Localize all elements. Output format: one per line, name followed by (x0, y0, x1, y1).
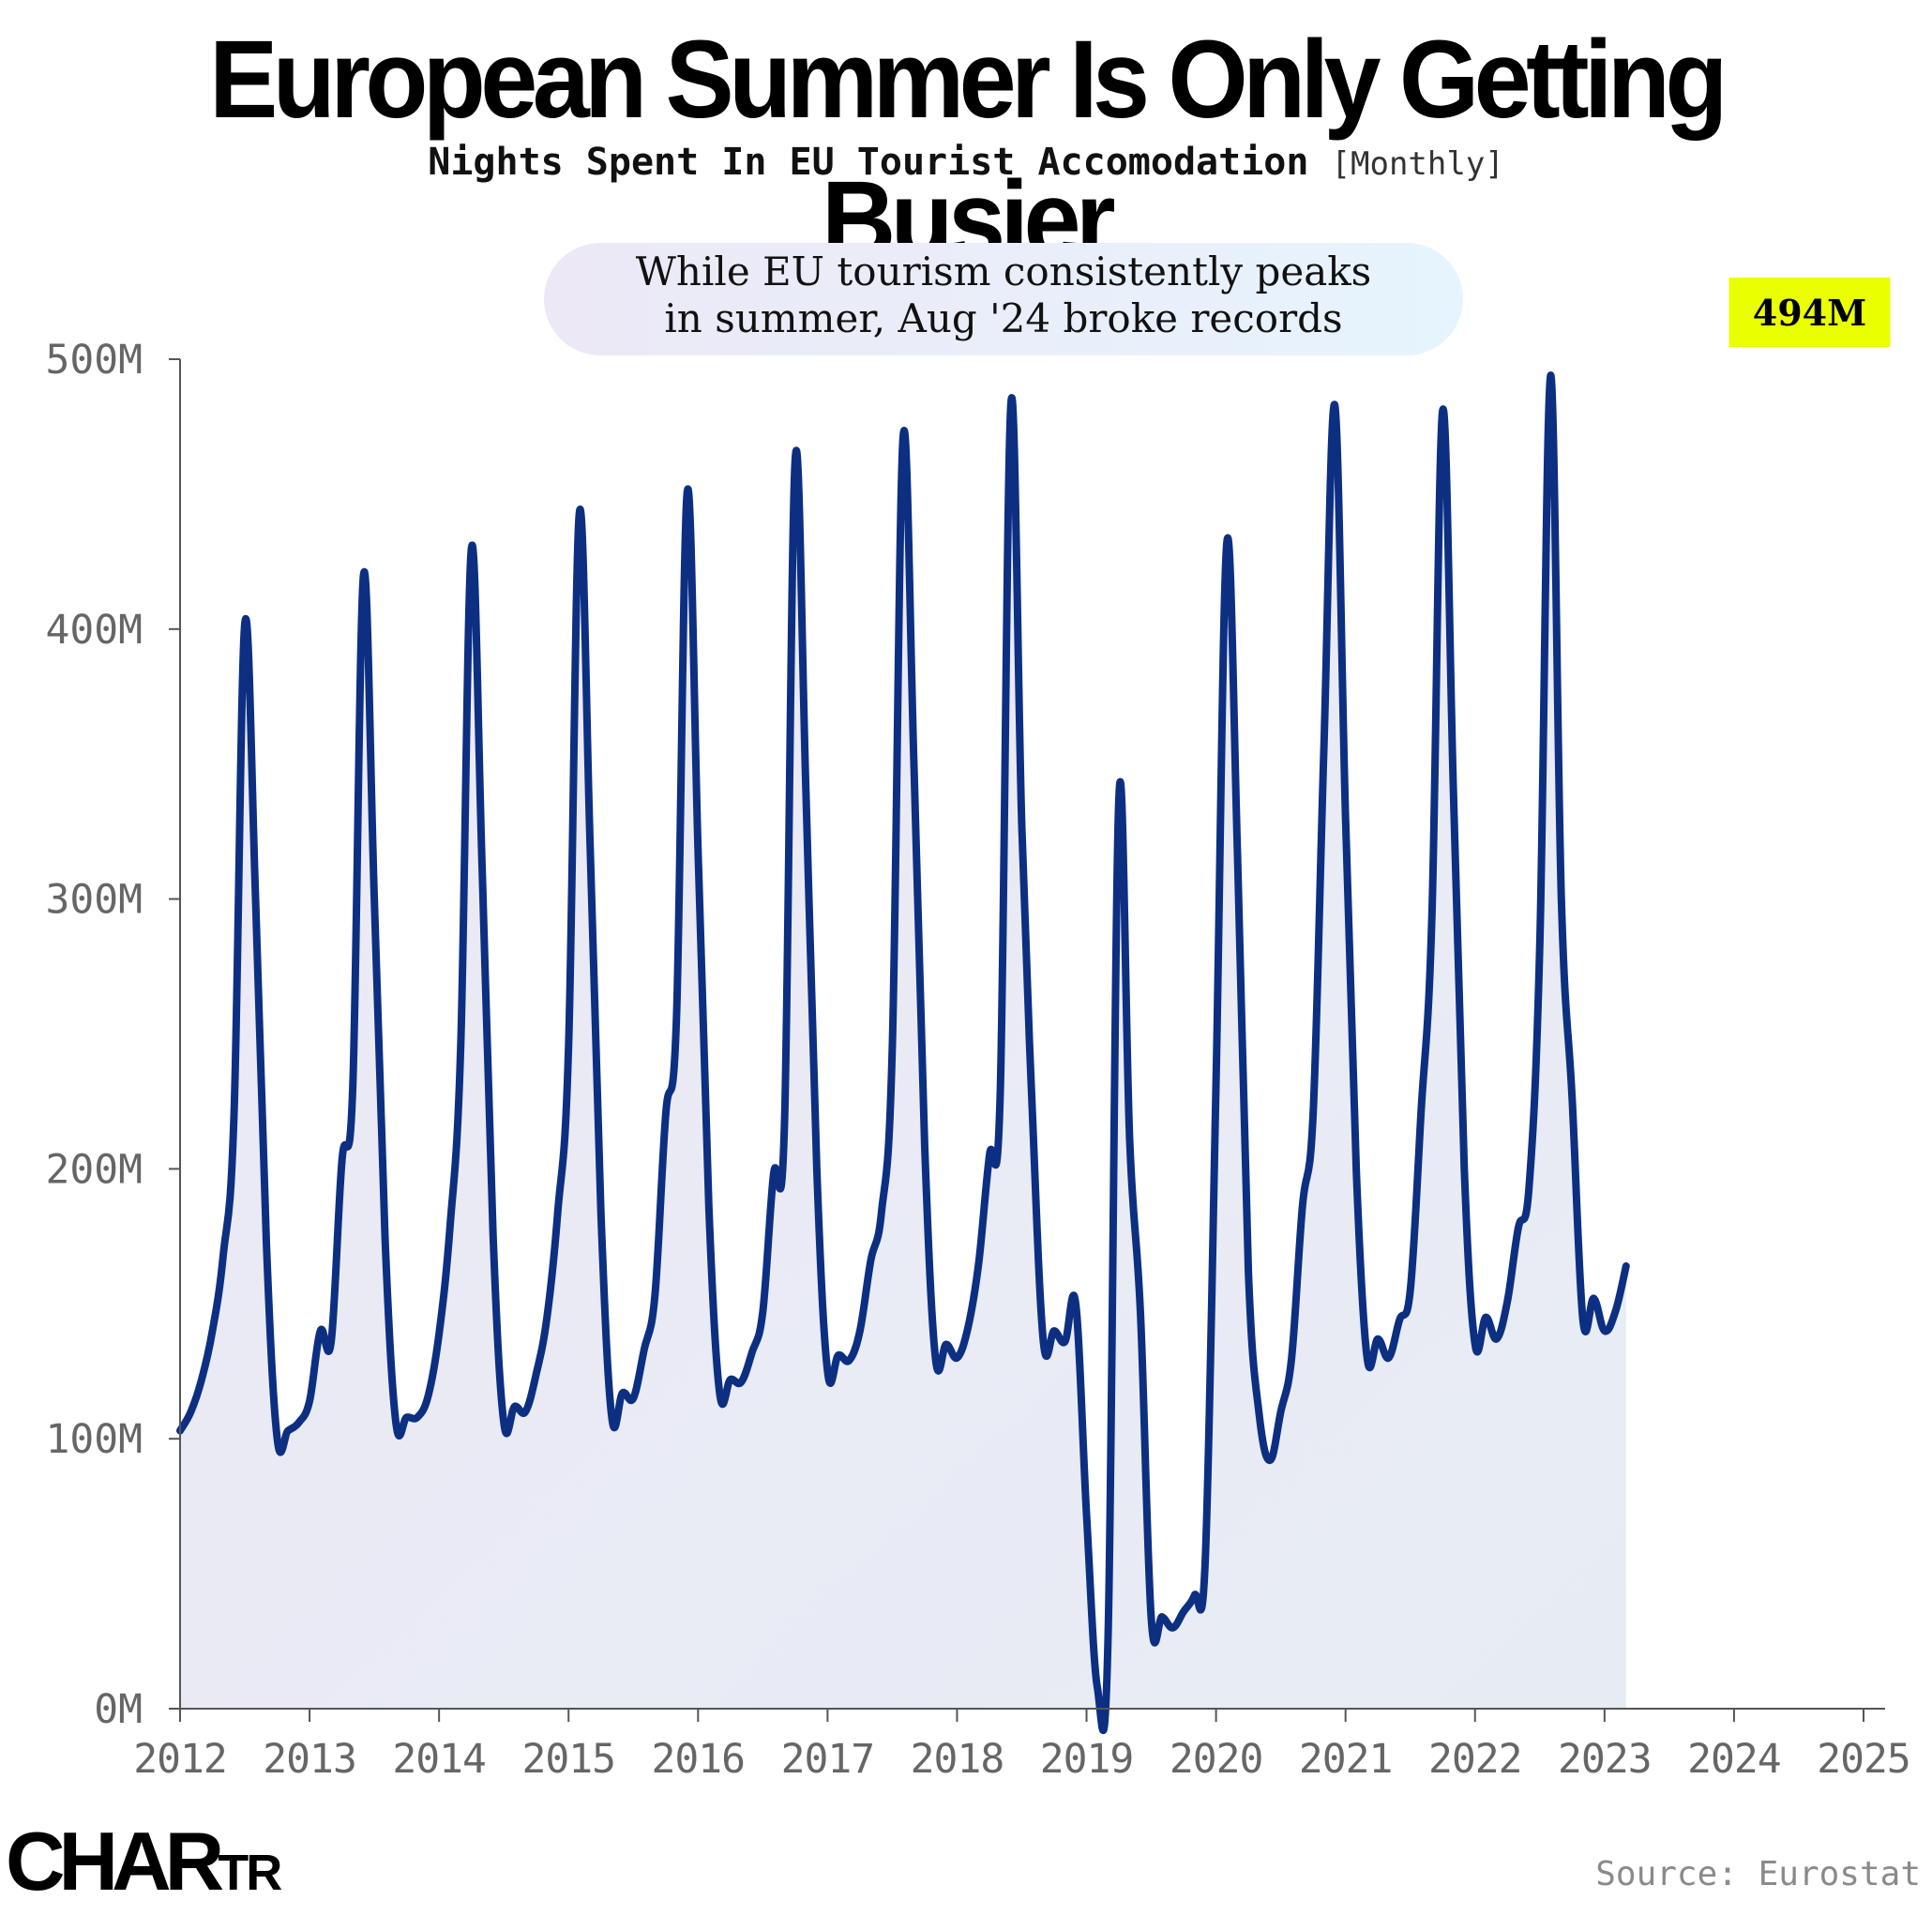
source-note: Source: Eurostat (1595, 1855, 1921, 1893)
annotation-callout: While EU tourism consistently peaks in s… (544, 243, 1463, 355)
chartr-logo: CHARTR (6, 1819, 282, 1915)
x-tick-label: 2019 (1040, 1736, 1134, 1783)
peak-callout: 494M (1728, 278, 1891, 347)
peak-badge (1728, 278, 1891, 347)
plot-area (176, 371, 1630, 1735)
x-tick-label: 2024 (1687, 1736, 1781, 1783)
x-tick-label: 2012 (133, 1736, 227, 1783)
x-tick-label: 2016 (652, 1736, 746, 1783)
peak-label: 494M (1753, 292, 1866, 334)
x-tick-label: 2022 (1428, 1736, 1522, 1783)
series-line (176, 371, 1630, 1735)
annotation-line-1: While EU tourism consistently peaks (636, 249, 1372, 294)
logo-small: TR (218, 1845, 282, 1901)
y-axis-ticks: 0M 100M 200M 300M 400M 500M (45, 337, 180, 1733)
annotation-line-2: in summer, Aug '24 broke records (664, 295, 1342, 341)
x-tick-label: 2023 (1558, 1736, 1652, 1783)
chart-subtitle: Nights Spent In EU Tourist Accomodation … (0, 139, 1932, 188)
chart-title: European Summer Is Only Getting Busier (209, 18, 1728, 282)
y-tick-label: 500M (45, 337, 143, 384)
x-tick-label: 2025 (1817, 1736, 1910, 1783)
y-tick-label: 0M (94, 1686, 143, 1733)
x-tick-label: 2013 (263, 1736, 356, 1783)
y-tick-label: 200M (45, 1146, 143, 1193)
y-tick-label: 300M (45, 877, 143, 924)
x-tick-label: 2014 (392, 1736, 486, 1783)
subtitle-frequency: [Monthly] (1331, 145, 1504, 183)
annotation-background (544, 243, 1463, 355)
x-tick-label: 2020 (1170, 1736, 1263, 1783)
series-area (180, 375, 1626, 1731)
y-tick-label: 400M (45, 607, 143, 654)
x-axis: 2012 2013 2014 2015 2016 2017 2018 2019 2020 2021… (133, 359, 1911, 1783)
logo-main: CHAR (6, 1815, 224, 1907)
x-tick-label: 2015 (521, 1736, 615, 1783)
x-tick-label: 2021 (1299, 1736, 1393, 1783)
x-tick-label: 2017 (781, 1736, 875, 1783)
y-tick-label: 100M (45, 1416, 143, 1463)
x-tick-label: 2018 (911, 1736, 1004, 1783)
subtitle-main: Nights Spent In EU Tourist Accomodation (428, 141, 1309, 184)
